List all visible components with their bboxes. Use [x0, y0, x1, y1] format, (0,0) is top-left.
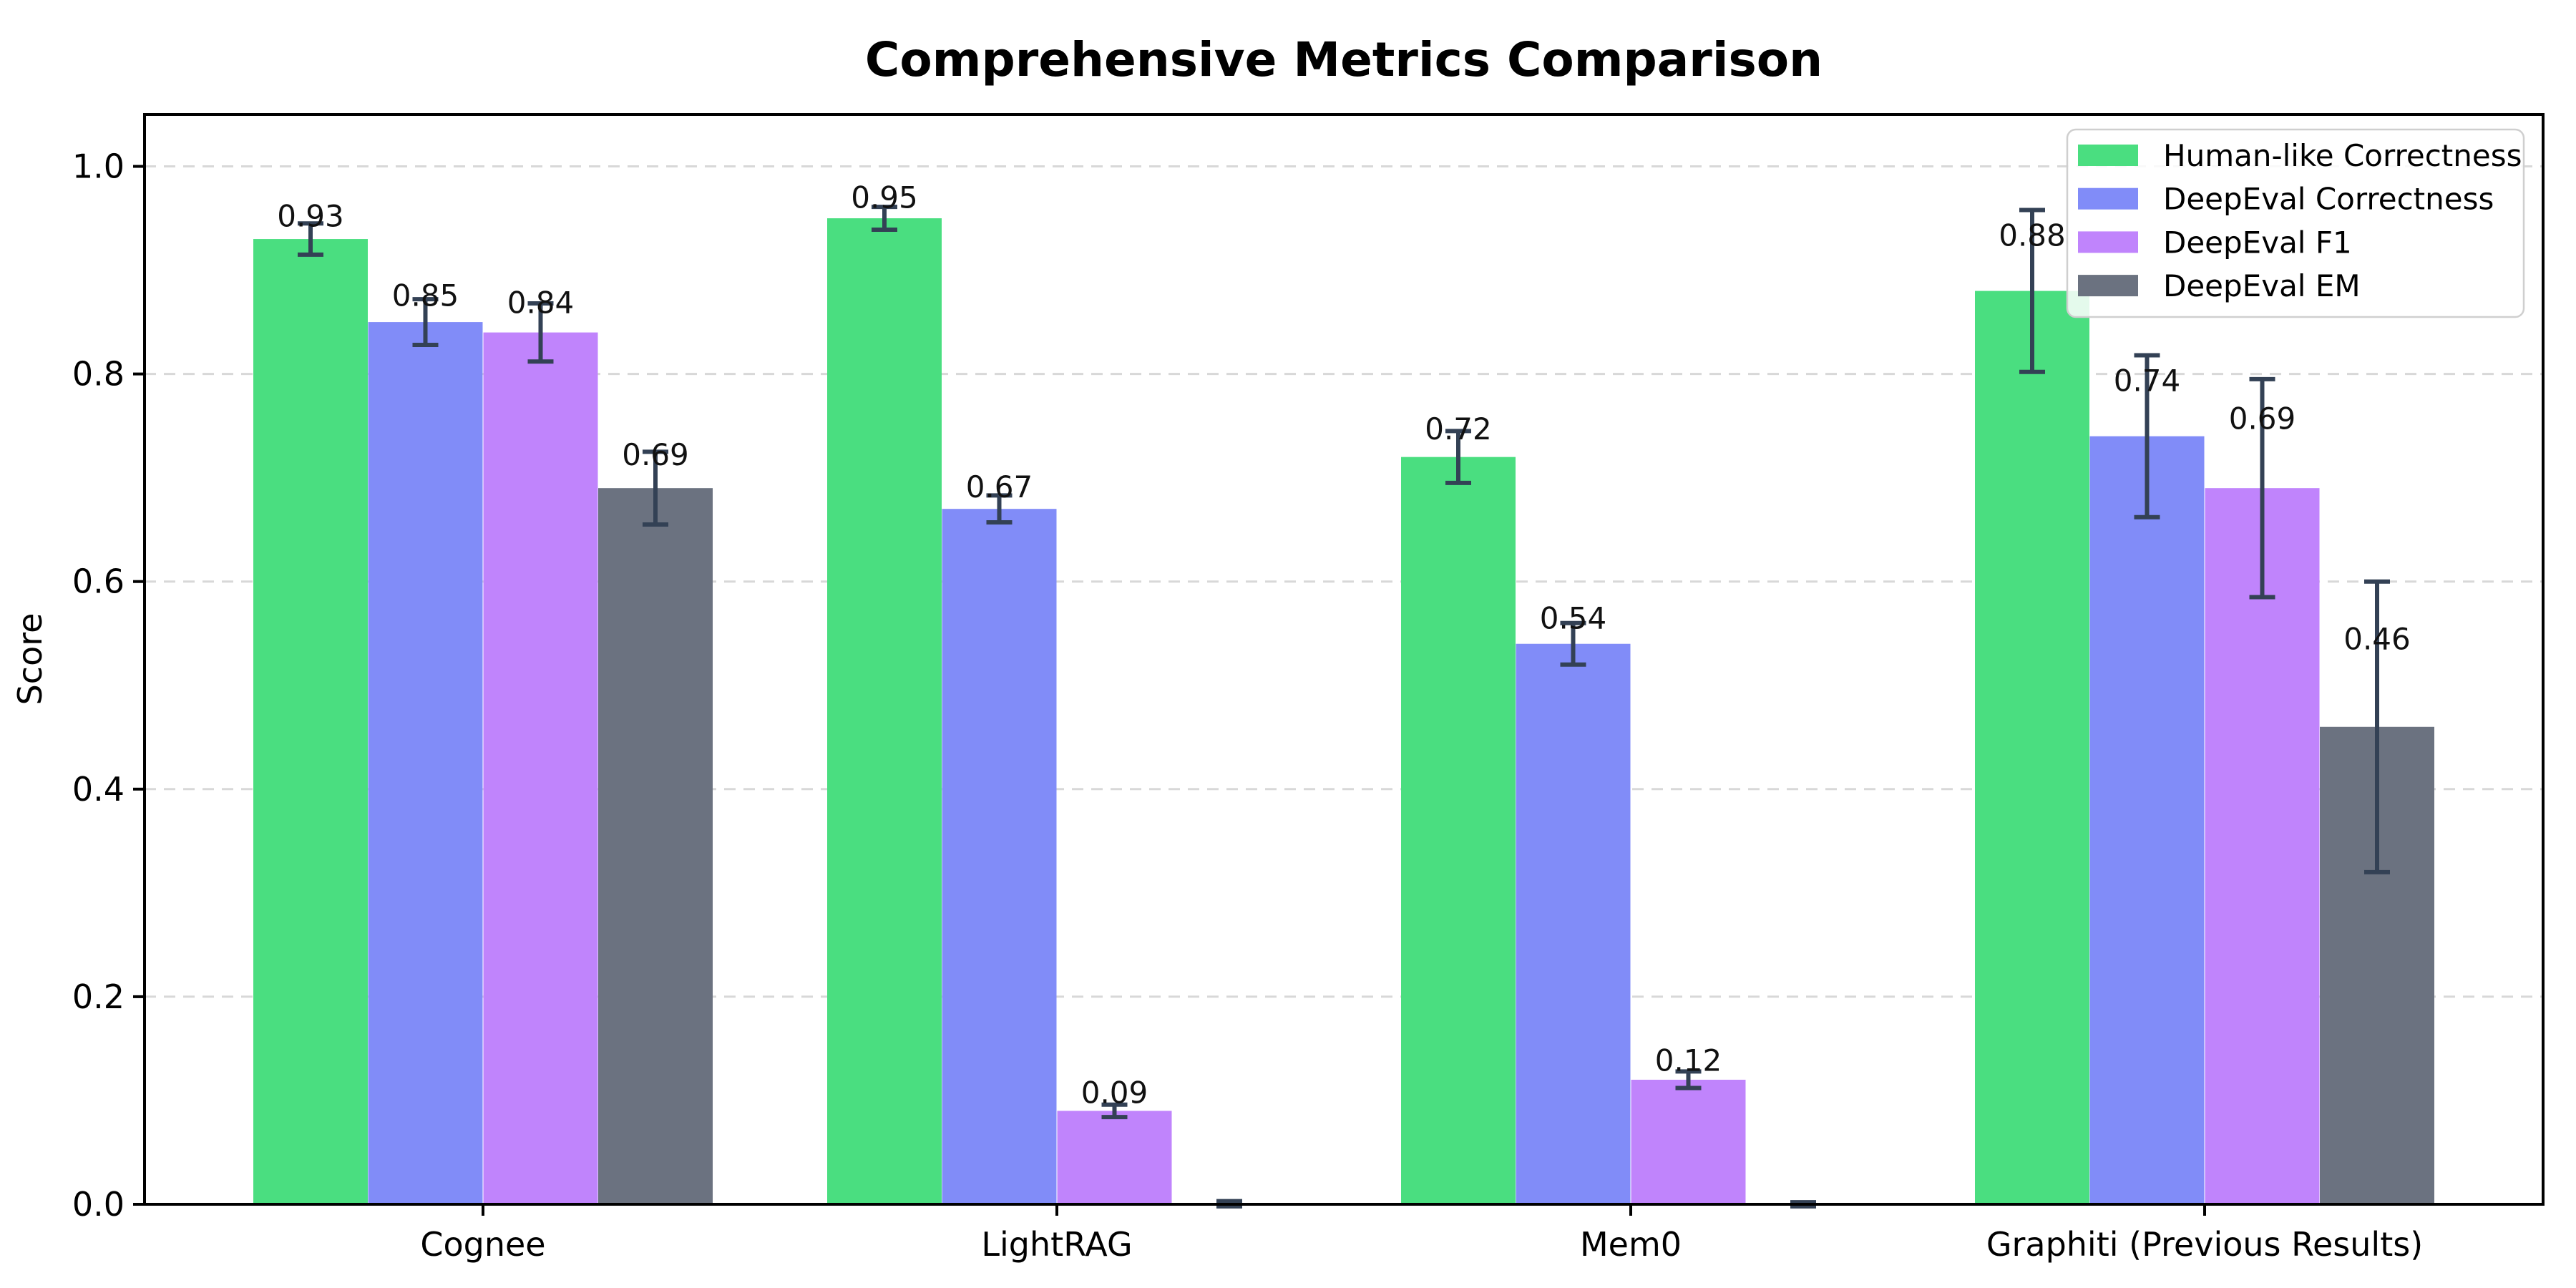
- legend-swatch: [2078, 145, 2138, 166]
- bar-deepeval-f1: [2205, 488, 2320, 1204]
- axes-spines: [143, 113, 2545, 1206]
- bar-value-label: 0.85: [392, 278, 459, 313]
- legend-swatch: [2078, 187, 2138, 210]
- y-tick-label: 0.8: [72, 355, 125, 394]
- legend-swatch: [2078, 275, 2138, 297]
- legend-label: DeepEval EM: [2163, 268, 2361, 303]
- bar-human-like-correctness: [1975, 291, 2089, 1205]
- y-tick-label: 1.0: [72, 147, 125, 186]
- x-tick-label: Graphiti (Previous Results): [1986, 1225, 2423, 1264]
- bar-deepeval-correctness: [942, 509, 1057, 1204]
- legend-label: Human-like Correctness: [2163, 138, 2522, 173]
- bar-deepeval-f1: [1057, 1111, 1172, 1204]
- y-axis-label: Score: [11, 613, 49, 706]
- legend-label: DeepEval F1: [2163, 225, 2352, 260]
- x-tick-label: LightRAG: [981, 1225, 1132, 1264]
- bar-value-label: 0.88: [1999, 218, 2066, 253]
- bar-value-label: 0.09: [1081, 1075, 1148, 1110]
- bar-deepeval-correctness: [368, 322, 483, 1205]
- bar-value-label: 0.54: [1540, 600, 1607, 635]
- y-tick-label: 0.0: [72, 1185, 125, 1224]
- chart-title: Comprehensive Metrics Comparison: [865, 32, 1823, 87]
- bar-deepeval-f1: [483, 332, 598, 1205]
- bar-deepeval-correctness: [2089, 436, 2205, 1204]
- bar-value-label: 0.67: [966, 469, 1033, 504]
- bar-deepeval-correctness: [1516, 643, 1631, 1204]
- y-tick-label: 0.2: [72, 977, 125, 1016]
- bar-human-like-correctness: [1401, 457, 1516, 1204]
- bar-value-label: 0.93: [277, 198, 344, 233]
- bar-value-label: 0.84: [507, 286, 575, 321]
- bar-value-label: 0.12: [1655, 1043, 1722, 1078]
- bar-value-label: 0.69: [2229, 401, 2296, 436]
- x-tick-label: Cognee: [420, 1225, 545, 1264]
- bar-human-like-correctness: [827, 218, 942, 1204]
- bar-human-like-correctness: [253, 239, 368, 1204]
- x-tick-label: Mem0: [1580, 1225, 1682, 1264]
- legend-swatch: [2078, 231, 2138, 253]
- bar-value-label: 0.74: [2114, 363, 2181, 398]
- bar-deepeval-em: [598, 488, 713, 1204]
- bar-deepeval-f1: [1631, 1079, 1746, 1204]
- y-tick-label: 0.4: [72, 770, 125, 809]
- bar-value-label: 0.69: [622, 437, 689, 472]
- y-tick-label: 0.6: [72, 562, 125, 601]
- legend-box: [2066, 128, 2525, 318]
- bar-value-label: 0.72: [1425, 411, 1492, 447]
- legend-label: DeepEval Correctness: [2163, 182, 2494, 217]
- bar-value-label: 0.46: [2343, 621, 2411, 656]
- bar-value-label: 0.95: [851, 180, 918, 215]
